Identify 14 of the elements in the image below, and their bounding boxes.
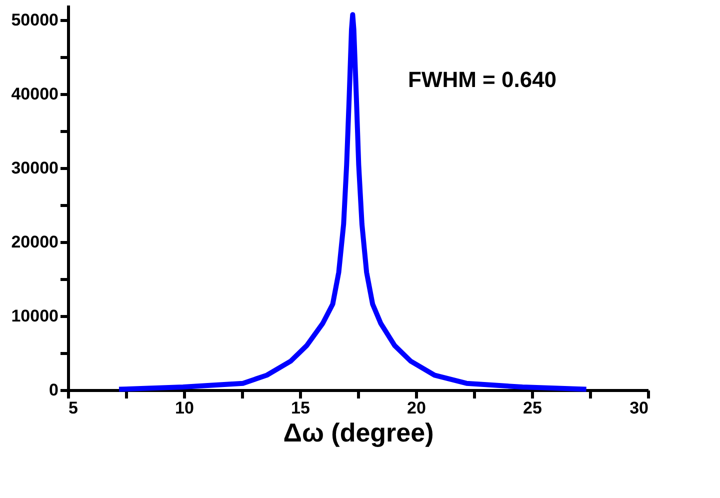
y-tick-label: 10000 (11, 306, 58, 326)
x-axis-title: Δω (degree) (283, 418, 434, 448)
y-tick-label: 0 (49, 380, 58, 400)
y-tick-label: 30000 (11, 158, 58, 178)
x-tick-label: 25 (523, 398, 542, 418)
x-tick-label: 10 (175, 398, 194, 418)
y-tick-label: 50000 (11, 10, 58, 30)
x-tick-label: 5 (68, 398, 78, 418)
y-tick-label: 40000 (11, 84, 58, 104)
x-tick-label: 30 (630, 398, 648, 418)
x-tick-label: 20 (407, 398, 426, 418)
y-tick-label: 20000 (11, 232, 58, 252)
x-tick-label: 15 (291, 398, 310, 418)
annotation: FWHM = 0.640 (408, 67, 557, 92)
